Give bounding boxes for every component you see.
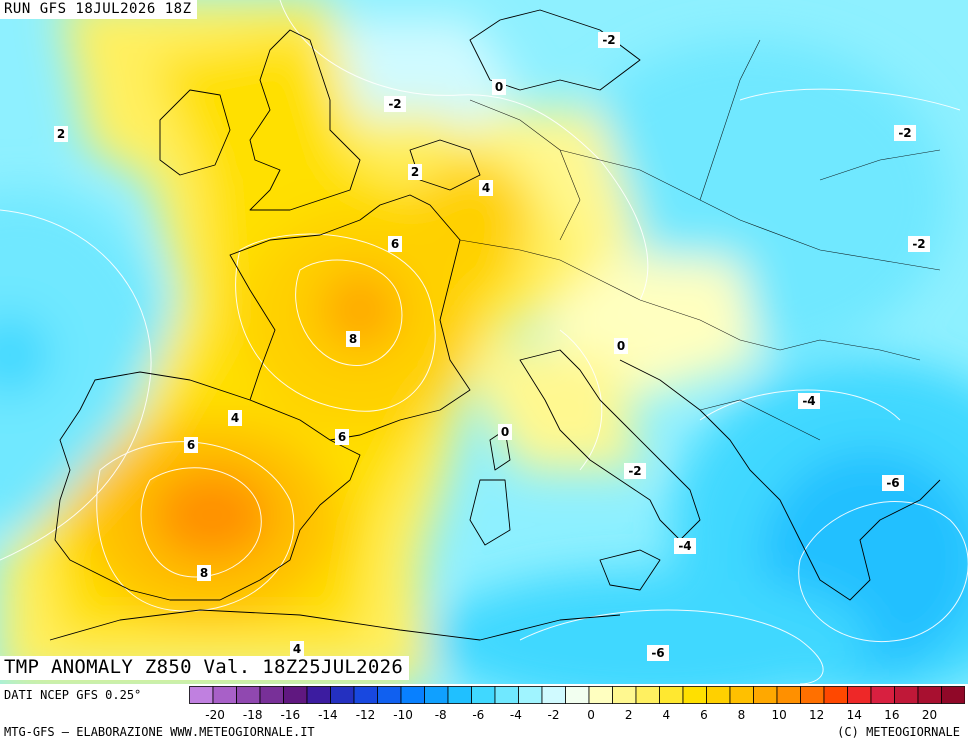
legend-tick-label: -6 — [472, 708, 484, 722]
contour-label: 0 — [495, 80, 503, 94]
legend-tick-label: -16 — [280, 708, 300, 722]
credit-right: (C) METEOGIORNALE — [837, 725, 960, 739]
contour-label: 2 — [411, 165, 419, 179]
contour-label: 6 — [391, 237, 399, 251]
legend-swatch — [776, 686, 801, 704]
legend-tick-label: 6 — [700, 708, 708, 722]
contour-label: -6 — [886, 476, 899, 490]
legend-swatch — [447, 686, 472, 704]
contour-label: 0 — [501, 425, 509, 439]
contour-label: 8 — [349, 332, 357, 346]
legend-swatch — [800, 686, 825, 704]
legend-swatch — [494, 686, 519, 704]
contour-label: 2 — [57, 127, 65, 141]
legend-swatch — [941, 686, 965, 704]
legend-tick-label: 0 — [587, 708, 595, 722]
legend-swatch — [471, 686, 496, 704]
coastlines — [49, 9, 941, 641]
legend-tick-label: 12 — [809, 708, 824, 722]
legend-tick-label: 8 — [738, 708, 746, 722]
legend-tick-label: 2 — [625, 708, 633, 722]
legend-swatch — [189, 686, 214, 704]
legend-swatch — [424, 686, 449, 704]
legend-swatch — [330, 686, 355, 704]
legend-swatch — [306, 686, 331, 704]
data-source: DATI NCEP GFS 0.25° — [4, 688, 142, 702]
contour-label: -2 — [628, 464, 641, 478]
anomaly-field — [0, 0, 968, 684]
legend-swatch — [729, 686, 754, 704]
legend-tick-label: -14 — [318, 708, 338, 722]
color-scale-legend: -20 -18 -16 -14 -12 -10 -8 -6 -4 -2 0 2 4 6 8 10 12 14 16 2… — [189, 686, 965, 722]
legend-swatch — [377, 686, 402, 704]
contour-label: -2 — [388, 97, 401, 111]
legend-swatch — [565, 686, 590, 704]
run-title: RUN GFS 18JUL2026 18Z — [0, 0, 197, 19]
legend-swatch — [400, 686, 425, 704]
contour-label: 6 — [338, 430, 346, 444]
contour-label: -2 — [602, 33, 615, 47]
legend-tick-label: -2 — [548, 708, 560, 722]
legend-swatch — [283, 686, 308, 704]
legend-swatch — [635, 686, 660, 704]
contour-label: -4 — [802, 394, 815, 408]
legend-tick-label: -8 — [435, 708, 447, 722]
contour-label: -2 — [912, 237, 925, 251]
legend-swatch — [259, 686, 284, 704]
contour-label: 6 — [187, 438, 195, 452]
legend-tick-label: -10 — [393, 708, 413, 722]
contour-label: -4 — [678, 539, 691, 553]
legend-swatch — [753, 686, 778, 704]
map-title: TMP ANOMALY Z850 Val. 18Z25JUL2026 — [0, 656, 410, 680]
legend-tick-label: 10 — [771, 708, 786, 722]
legend-swatch — [682, 686, 707, 704]
legend-swatch — [659, 686, 684, 704]
legend-tick-label: 14 — [847, 708, 862, 722]
legend-swatch — [917, 686, 942, 704]
contour-label: 0 — [617, 339, 625, 353]
legend-tick-label: 4 — [662, 708, 670, 722]
contour-label: 4 — [293, 642, 301, 656]
footer-panel: DATI NCEP GFS 0.25° -20 -18 -16 -14 -12 -10 -8… — [0, 684, 968, 745]
legend-tick-label: 16 — [884, 708, 899, 722]
legend-swatch — [518, 686, 543, 704]
legend-tick-label: -4 — [510, 708, 522, 722]
credit-left: MTG-GFS — ELABORAZIONE WWW.METEOGIORNALE… — [4, 725, 315, 739]
legend-swatch — [353, 686, 378, 704]
legend-swatch — [870, 686, 895, 704]
contour-label: 8 — [200, 566, 208, 580]
legend-swatch — [823, 686, 848, 704]
legend-swatch — [706, 686, 731, 704]
legend-tick-label: 20 — [922, 708, 937, 722]
legend-swatch — [612, 686, 637, 704]
legend-swatch — [847, 686, 872, 704]
legend-tick-label: -18 — [243, 708, 263, 722]
legend-tick-label: -20 — [205, 708, 225, 722]
legend-swatch — [894, 686, 919, 704]
anomaly-map: 2 -2 0 -2 -2 2 4 6 -2 8 0 — [0, 0, 968, 684]
contour-label: -6 — [651, 646, 664, 660]
legend-tick-label: -12 — [356, 708, 376, 722]
contour-labels: 2 -2 0 -2 -2 2 4 6 -2 8 0 — [54, 32, 930, 661]
legend-swatch — [212, 686, 237, 704]
contour-label: 4 — [231, 411, 239, 425]
legend-swatch — [588, 686, 613, 704]
legend-swatch — [236, 686, 261, 704]
contour-label: 4 — [482, 181, 490, 195]
legend-swatch — [541, 686, 566, 704]
country-borders — [459, 39, 941, 441]
contour-label: -2 — [898, 126, 911, 140]
